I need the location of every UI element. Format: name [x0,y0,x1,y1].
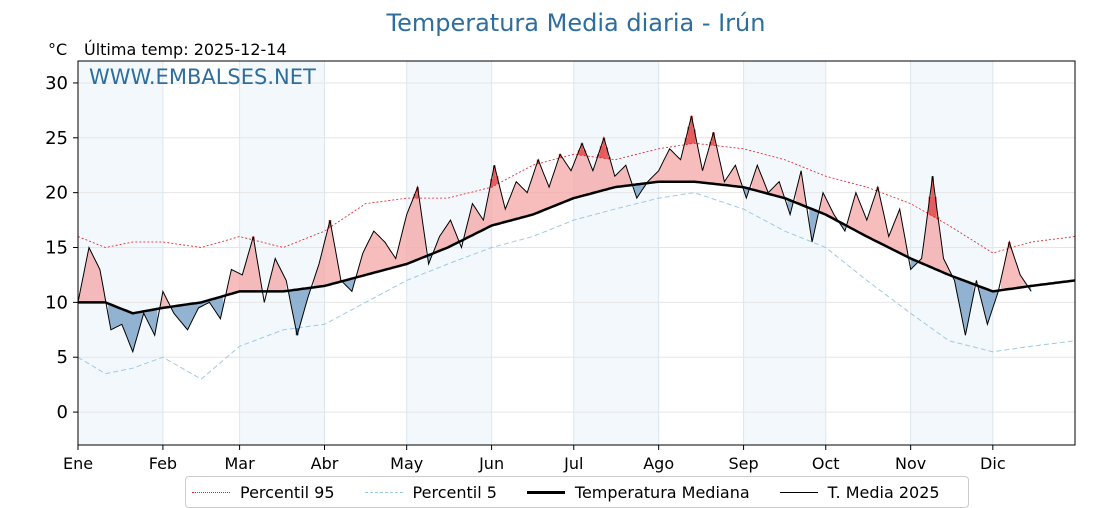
warm-fill-18 [795,170,807,207]
chart-title: Temperatura Media diaria - Irún [386,9,766,37]
x-tick-label-abr: Abr [311,454,339,473]
x-tick-label-ago: Ago [643,454,674,473]
warm-fill-5 [267,258,287,292]
x-tick-label-jul: Jul [563,454,583,473]
cool-fill-19 [809,208,818,242]
y-tick-label-0: 0 [57,402,68,423]
cool-fill-3 [171,296,224,330]
warm-fill-27 [1001,242,1026,291]
x-tick-label-nov: Nov [895,454,926,473]
legend-swatch-p95 [192,491,230,493]
legend-swatch-2025 [779,491,818,493]
legend-label-p95: Percentil 95 [240,482,335,502]
y-tick-label-10: 10 [45,292,68,313]
line-percentil-95 [77,142,1076,254]
cool-fill-25 [954,277,974,336]
x-tick-label-jun: Jun [478,454,504,473]
warm-fill-24 [918,176,952,276]
y-tick-label-30: 30 [45,73,68,94]
line-t-media-2025 [77,115,1032,354]
x-tick-label-dic: Dic [980,454,1006,473]
month-band-sep [743,61,826,445]
legend-item-p95: Percentil 95 [192,483,335,502]
month-bands [78,61,993,445]
y-tick-label-5: 5 [57,347,68,368]
x-tick-label-feb: Feb [149,454,177,473]
y-axis: 0 5 10 15 20 25 30 [45,73,78,423]
y-tick-label-15: 15 [45,238,68,259]
x-tick-label-may: May [390,454,423,473]
month-band-jul [573,61,659,445]
legend-label-p5: Percentil 5 [412,482,497,502]
legend-label-median: Temperatura Mediana [574,482,750,502]
legend-item-p5: Percentil 5 [364,482,497,502]
chart-legend: Percentil 95 Percentil 5 Temperatura Med… [185,476,969,508]
warm-fill-7 [313,220,341,288]
cool-fill-15 [743,187,750,199]
cool-fill-6 [288,287,311,336]
y-tick-label-20: 20 [45,183,68,204]
last-temp-label: Última temp: 2025-12-14 [84,40,287,59]
legend-item-2025: T. Media 2025 [779,482,940,502]
cool-fill-17 [787,199,793,215]
warm-fill-0 [78,247,106,303]
cool-fill-26 [979,286,999,325]
legend-swatch-p5 [364,491,403,493]
x-tick-label-ene: Ene [63,454,93,473]
x-tick-label-sep: Sep [729,454,759,473]
x-axis: Ene Feb Mar Abr May Jun Jul Ago Sep Oct Nov Dic [63,445,1006,473]
legend-item-median: Temperatura Mediana [526,482,750,502]
y-unit-label: °C [48,40,67,59]
watermark: WWW.EMBALSES.NET [89,65,316,89]
warm-fill-4 [225,236,262,296]
warm-fill-14 [647,115,741,187]
x-tick-label-oct: Oct [812,454,840,473]
legend-label-2025: T. Media 2025 [827,482,940,502]
y-tick-label-25: 25 [45,128,68,149]
line-percentil-5 [77,192,1076,380]
series-lines [77,115,1076,380]
plot-frame [77,60,1076,446]
cool-fill-13 [634,183,645,199]
legend-swatch-median [526,490,565,494]
x-tick-label-mar: Mar [225,454,256,473]
warm-fill-22 [847,187,908,258]
